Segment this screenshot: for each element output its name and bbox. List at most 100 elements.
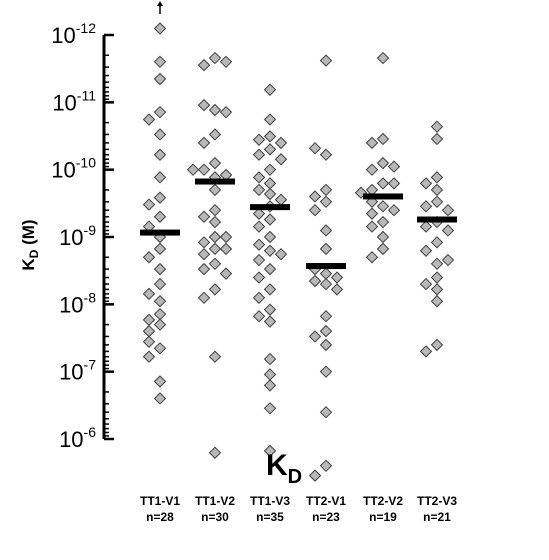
data-point-diamond [387,203,401,217]
data-point-diamond [430,132,444,146]
data-point-diamond [263,283,277,296]
data-point-diamond [208,215,222,229]
data-point-diamond [274,136,288,150]
data-point-diamond [319,324,333,338]
data-point-diamond [263,83,277,96]
data-point-diamond [252,238,266,251]
data-point-diamond [365,163,379,176]
data-point-diamond [197,136,211,150]
data-point-diamond [430,171,444,184]
data-point-diamond [263,230,277,244]
median-bar [363,193,403,200]
y-tick-label: 10-12 [51,20,96,48]
data-point-diamond [142,350,156,363]
data-point-diamond [430,257,444,271]
data-point-diamond [263,379,277,392]
data-point-diamond [153,148,167,161]
data-point-diamond [197,291,211,305]
data-point-diamond [153,128,167,141]
data-point-diamond [319,277,333,291]
data-point-diamond [153,318,167,331]
category-n-label: n=30 [201,510,229,524]
data-point-diamond [197,210,211,223]
data-point-diamond [252,271,266,284]
data-point-diamond [387,160,401,173]
data-point-diamond [319,242,333,256]
median-bars [140,178,457,270]
data-point-diamond [252,291,266,305]
data-point-diamond [430,271,444,284]
data-point-diamond [153,210,167,223]
data-point-diamond [376,51,390,65]
data-point-diamond [376,230,390,244]
category-name-label: TT2-V3 [417,494,457,508]
data-point-diamond [376,156,390,170]
median-bar [417,216,457,223]
data-point-diamond [153,171,167,184]
data-point-diamond [376,242,390,256]
data-point-diamond [208,283,222,296]
data-point-diamond [208,183,222,197]
category-name-label: TT1-V3 [250,494,290,508]
data-point-diamond [441,224,455,237]
data-point-diamond [153,262,167,276]
data-point-diamond [252,171,266,184]
data-point-diamond [365,136,379,150]
data-point-diamond [252,207,266,220]
data-point-diamond [142,287,156,301]
category-name-label: TT2-V2 [363,494,403,508]
data-point-diamond [252,253,266,267]
data-point-diamond [153,191,167,204]
data-point-diamond [252,133,266,146]
category-n-label: n=35 [256,510,284,524]
data-point-diamond [142,113,156,126]
data-point-diamond [319,267,333,280]
data-point-diamond [308,274,322,288]
data-point-diamond [319,405,333,419]
data-point-diamond [208,203,222,217]
median-bar [306,263,346,270]
chart-title: KD [266,449,302,488]
data-point-diamond [263,262,277,276]
data-point-diamond [319,338,333,352]
median-bar [140,229,180,236]
data-point-diamond [219,267,233,280]
data-point-diamond [153,242,167,256]
y-axis: 10-12 10-11 10-10 10-9 10-8 10-7 10-6 [51,20,114,452]
data-point-diamond [186,163,200,176]
data-point-diamond [263,177,277,190]
y-tick-label: 10-11 [52,87,96,115]
data-point-diamond [419,200,433,213]
data-point-diamond [274,247,288,261]
category-name-label: TT2-V1 [306,494,346,508]
data-point-diamond [153,22,167,35]
y-tick-label: 10-7 [59,357,96,385]
data-point-diamond [263,444,277,458]
data-point-diamond [376,200,390,213]
category-n-label: n=21 [423,510,451,524]
y-tick-label: 10-9 [59,222,96,250]
data-point-diamond [142,251,156,264]
data-point-diamond [419,277,433,291]
data-point-diamond [430,236,444,249]
y-tick-label: 10-6 [59,424,96,452]
data-point-diamond [274,193,288,206]
data-point-diamond [197,236,211,249]
data-point-diamond [142,198,156,211]
data-point-diamond [263,244,277,257]
data-point-diamond [263,315,277,328]
data-points [142,1,455,482]
data-point-diamond [263,130,277,143]
y-tick-label: 10-8 [59,289,96,317]
data-point-diamond [365,207,379,220]
data-point-diamond [153,295,167,308]
data-point-diamond [319,183,333,197]
data-point-diamond [208,446,222,459]
data-point-diamond [208,350,222,363]
data-point-diamond [208,242,222,256]
data-point-diamond [419,345,433,358]
data-point-diamond [263,303,277,316]
data-point-diamond [208,156,222,170]
data-point-diamond [219,105,233,119]
data-point-diamond [319,224,333,237]
